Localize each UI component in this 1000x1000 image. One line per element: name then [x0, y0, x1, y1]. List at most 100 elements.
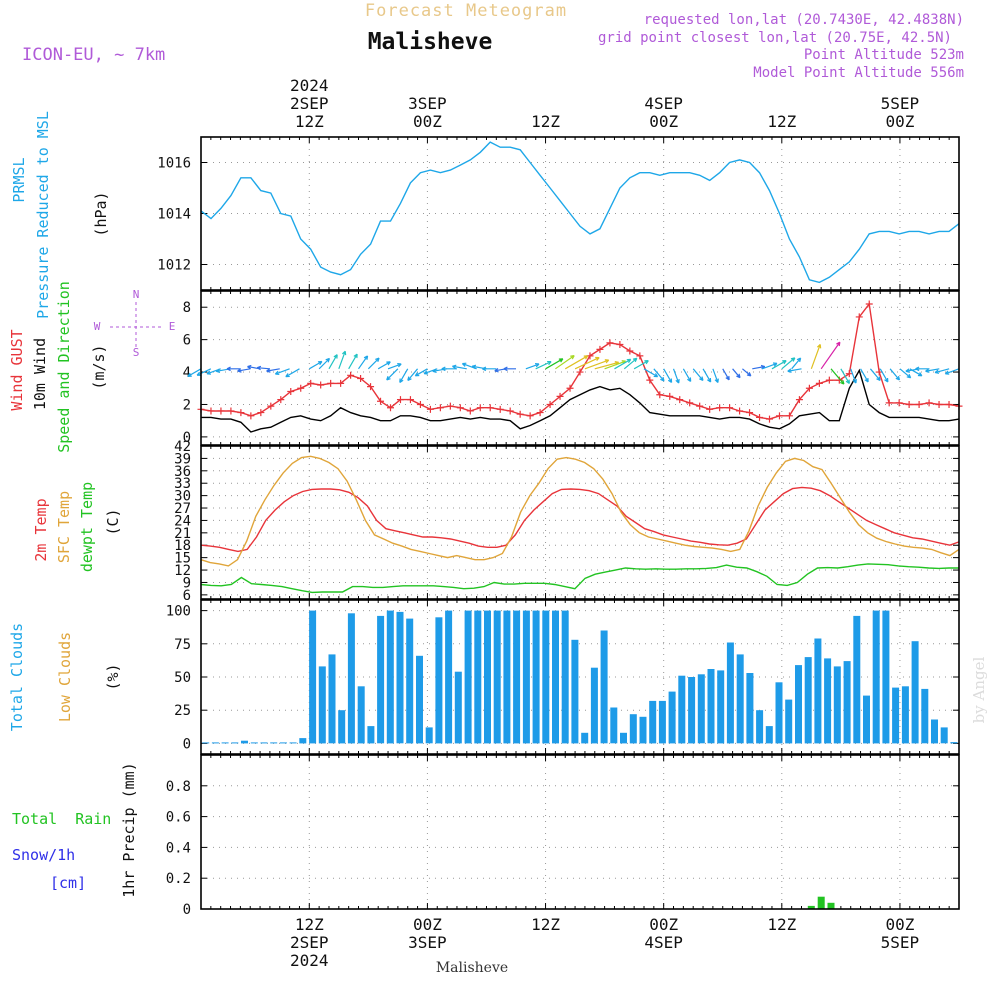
cloud-bar [493, 610, 501, 744]
wind-vector [525, 363, 540, 370]
cloud-bar [726, 642, 734, 744]
cloud-bar [347, 613, 355, 744]
wind-vector [633, 360, 649, 370]
gust-marker [287, 388, 295, 396]
gust-marker [746, 409, 754, 417]
bottom-hour-label: 00Z [885, 915, 914, 934]
wind-vector [787, 368, 802, 373]
gust-marker [307, 379, 315, 387]
ytick-label: 1012 [157, 258, 191, 274]
panel-4: 0 0.2 0.4 0.6 0.8 [166, 754, 960, 918]
cloud-bar [367, 726, 375, 744]
gust-marker [267, 402, 275, 410]
gust-marker [436, 404, 444, 412]
wind-vector [367, 357, 380, 370]
gust-marker [406, 396, 414, 404]
cloud-bar [445, 610, 453, 744]
cloud-bar [707, 669, 715, 744]
cloud-bar [649, 700, 657, 744]
cloud-bar [289, 742, 297, 744]
compass-n: N [133, 288, 140, 301]
snow-unit-legend: [cm] [50, 874, 86, 892]
ytick-label: 0 [183, 736, 191, 752]
gust-marker [706, 405, 714, 413]
ytick-label: 6 [183, 333, 191, 349]
wind-vector [820, 341, 841, 370]
gust-marker [566, 384, 574, 392]
ytick-label: 39 [174, 451, 191, 467]
cloud-bar [484, 610, 491, 744]
cloud-bar [522, 610, 530, 744]
wind-vector [761, 362, 778, 370]
wind-vector [653, 368, 665, 382]
wind-vector [934, 368, 950, 374]
gust-marker [347, 371, 355, 379]
wind-vector [692, 368, 704, 382]
cloud-bar [931, 719, 938, 744]
cloud-bar [270, 742, 278, 744]
point-altitude: Point Altitude 523m [804, 47, 964, 63]
gust-marker [626, 347, 634, 355]
gust-marker [367, 383, 375, 391]
wind-vector [358, 355, 369, 370]
series-line-2m-temp [200, 486, 960, 553]
wind-legend: 10m Wind [31, 338, 49, 410]
gust-marker [416, 400, 424, 408]
ytick-label: 12 [174, 563, 191, 579]
temp-ylabel: (C) [104, 508, 122, 535]
wind-vector [889, 368, 901, 381]
wind-vector [791, 357, 802, 370]
series-line-dewpt-temp [200, 563, 959, 594]
pressure-legend-prmsl: PRMSL [10, 157, 28, 202]
wind-vector [274, 368, 290, 376]
wind-vector [869, 368, 881, 382]
gust-marker [516, 410, 524, 418]
gust-marker [237, 409, 245, 417]
ytick-label: 42 [174, 439, 191, 455]
precip-bar [827, 902, 835, 909]
cloud-bar [406, 618, 414, 744]
cloud-bar [386, 610, 394, 744]
ytick-label: 50 [174, 670, 191, 686]
ytick-label: 9 [183, 575, 191, 591]
gust-marker [716, 404, 724, 412]
cloud-bar [678, 675, 686, 744]
gust-marker [506, 407, 514, 415]
wind-vector [387, 363, 402, 370]
precip-bar [817, 896, 825, 909]
cloud-bar [328, 654, 336, 744]
cloud-bar [911, 641, 919, 744]
wind-vector [407, 368, 419, 382]
wind-vector [742, 368, 752, 377]
ytick-label: 21 [174, 526, 191, 542]
cloud-bar [221, 742, 229, 744]
cloud-bar [736, 654, 744, 744]
cloud-bar [357, 686, 365, 744]
bottom-hour-label: 00Z [413, 915, 442, 934]
wind-vector [682, 368, 692, 382]
panel-frame [200, 754, 960, 910]
top-hour-label: 00Z [413, 112, 442, 131]
gust-marker [935, 400, 943, 408]
pressure-legend-title: Pressure Reduced to MSL [34, 111, 52, 319]
gust-marker [207, 407, 215, 415]
ytick-label: 18 [174, 538, 191, 554]
wind-vector [338, 350, 347, 370]
cloud-bar [901, 686, 909, 744]
gust-marker [736, 407, 744, 415]
cloud-bar [532, 610, 540, 744]
sfc-legend: SFC Temp [55, 491, 73, 563]
precip-ylabel: 1hr Precip (mm) [120, 762, 138, 897]
cloud-bar [202, 742, 210, 744]
gust-marker [486, 404, 494, 412]
ytick-label: 100 [166, 604, 191, 620]
cloud-bar [658, 700, 666, 744]
cloud-bar [513, 610, 521, 744]
gust-marker [766, 415, 773, 423]
cloud-bar [746, 673, 754, 744]
cloud-bar [824, 658, 832, 744]
wind-vector [452, 364, 467, 370]
wind-vector [308, 360, 323, 370]
gust-marker [636, 352, 644, 360]
